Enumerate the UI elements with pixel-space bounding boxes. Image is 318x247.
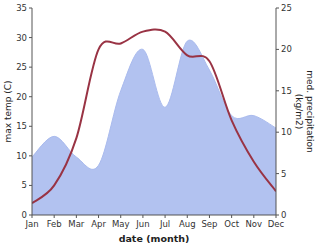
y-tick xyxy=(29,8,32,9)
x-tick xyxy=(54,215,55,218)
y-tick-label: 30 xyxy=(16,33,27,43)
temperature-line xyxy=(32,29,276,203)
x-tick-label: Feb xyxy=(47,219,62,229)
x-axis-label: date (month) xyxy=(119,233,190,244)
y-tick-label: 5 xyxy=(22,180,27,190)
x-tick xyxy=(76,215,77,218)
y-tick-label: 35 xyxy=(16,3,27,13)
x-tick xyxy=(253,215,254,218)
x-tick xyxy=(165,215,166,218)
x-tick-label: Nov xyxy=(246,219,263,229)
y-tick xyxy=(29,155,32,156)
y2-tick xyxy=(276,132,279,133)
y2-axis-label-line: med. precipitation xyxy=(305,70,315,152)
x-tick-label: May xyxy=(112,219,130,229)
x-tick-label: Jul xyxy=(159,219,170,229)
y-tick-label: 10 xyxy=(16,151,27,161)
y2-tick-label: 10 xyxy=(281,127,292,137)
y-tick xyxy=(29,126,32,127)
chart: JanFebMarAprMayJunJulAugSepOctNovDec0510… xyxy=(0,0,318,247)
precipitation-area xyxy=(32,40,276,215)
x-tick-label: Jan xyxy=(24,219,38,229)
y2-axis-label-line: (kg/m2) xyxy=(294,94,304,129)
y2-tick xyxy=(276,173,279,174)
x-tick-label: Dec xyxy=(268,219,285,229)
y-tick xyxy=(29,67,32,68)
y-tick xyxy=(29,37,32,38)
y2-tick-label: 20 xyxy=(281,44,292,54)
y2-tick xyxy=(276,215,279,216)
y2-tick-label: 5 xyxy=(281,169,286,179)
y-axis xyxy=(32,8,33,215)
x-tick xyxy=(187,215,188,218)
y2-tick-label: 25 xyxy=(281,3,292,13)
y-tick-label: 0 xyxy=(22,210,27,220)
y2-tick xyxy=(276,8,279,9)
y-tick-label: 15 xyxy=(16,121,27,131)
x-tick xyxy=(120,215,121,218)
y2-axis-label: med. precipitation(kg/m2) xyxy=(294,70,315,152)
x-tick-label: Apr xyxy=(91,219,106,229)
x-tick-label: Aug xyxy=(179,219,196,229)
y-tick xyxy=(29,96,32,97)
x-tick xyxy=(231,215,232,218)
x-tick xyxy=(142,215,143,218)
y2-tick xyxy=(276,49,279,50)
y2-tick-label: 15 xyxy=(281,86,292,96)
x-tick-label: Oct xyxy=(224,219,239,229)
y-tick xyxy=(29,185,32,186)
y-axis-label: max temp (C) xyxy=(3,80,13,142)
x-tick xyxy=(98,215,99,218)
x-tick-label: Mar xyxy=(68,219,85,229)
y2-axis xyxy=(276,8,277,215)
y2-tick xyxy=(276,90,279,91)
x-tick xyxy=(209,215,210,218)
x-axis xyxy=(32,215,276,216)
y-tick xyxy=(29,215,32,216)
y2-tick-label: 0 xyxy=(281,210,286,220)
x-tick-label: Sep xyxy=(201,219,217,229)
plot-area xyxy=(32,29,276,215)
y-tick-label: 20 xyxy=(16,92,27,102)
y-tick-label: 25 xyxy=(16,62,27,72)
x-tick-label: Jun xyxy=(135,219,149,229)
